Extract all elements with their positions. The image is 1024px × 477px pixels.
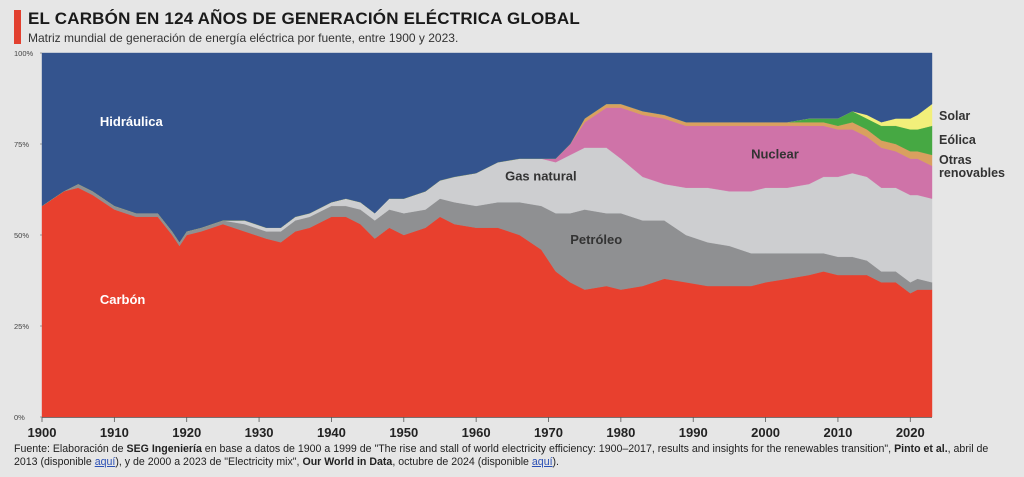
y-tick-label: 25% [14,322,29,331]
chart-subtitle: Matriz mundial de generación de energía … [28,31,459,45]
y-tick-label: 75% [14,140,29,149]
title-accent-bar [14,10,21,44]
x-tick-label: 1910 [100,425,129,440]
x-tick-label: 2000 [751,425,780,440]
y-axis: 0% 25% 50% 75% 100% [14,49,42,422]
x-tick-label: 1960 [462,425,491,440]
series-label: Carbón [100,292,146,307]
inside-labels: Hidráulica Carbón Gas natural Petróleo Nucle… [100,114,799,307]
x-tick-label: 1920 [172,425,201,440]
source-note: Fuente: Elaboración de SEG Ingeniería en… [14,443,989,468]
area-hidraulica [41,52,933,243]
chart-title: EL CARBÓN EN 124 AÑOS DE GENERACIÓN ELÉC… [28,9,580,28]
source-link-2[interactable]: aquí [531,456,553,468]
y-tick-label: 100% [14,49,34,58]
x-tick-label: 1900 [28,425,57,440]
right-series-label: renovables [939,166,1005,180]
right-series-label: Solar [939,109,970,123]
x-tick-label: 2010 [823,425,852,440]
x-tick-label: 1980 [606,425,635,440]
series-label: Nuclear [751,147,799,162]
right-series-label: Eólica [939,133,977,147]
x-tick-label: 1950 [389,425,418,440]
series-label: Gas natural [505,168,577,183]
area-layers [41,52,933,418]
y-tick-label: 0% [14,413,25,422]
x-tick-label: 1970 [534,425,563,440]
x-tick-label: 1930 [245,425,274,440]
x-tick-label: 1990 [679,425,708,440]
source-link-1[interactable]: aquí [94,456,116,468]
y-tick-label: 50% [14,231,29,240]
right-series-label: Otras [939,153,972,167]
x-tick-label: 1940 [317,425,346,440]
x-tick-label: 2020 [896,425,925,440]
series-label: Petróleo [570,232,622,247]
x-axis: 1900 1910 1920 1930 1940 1950 1960 1970 1980 1990… [28,417,932,440]
series-label: Hidráulica [100,114,164,129]
